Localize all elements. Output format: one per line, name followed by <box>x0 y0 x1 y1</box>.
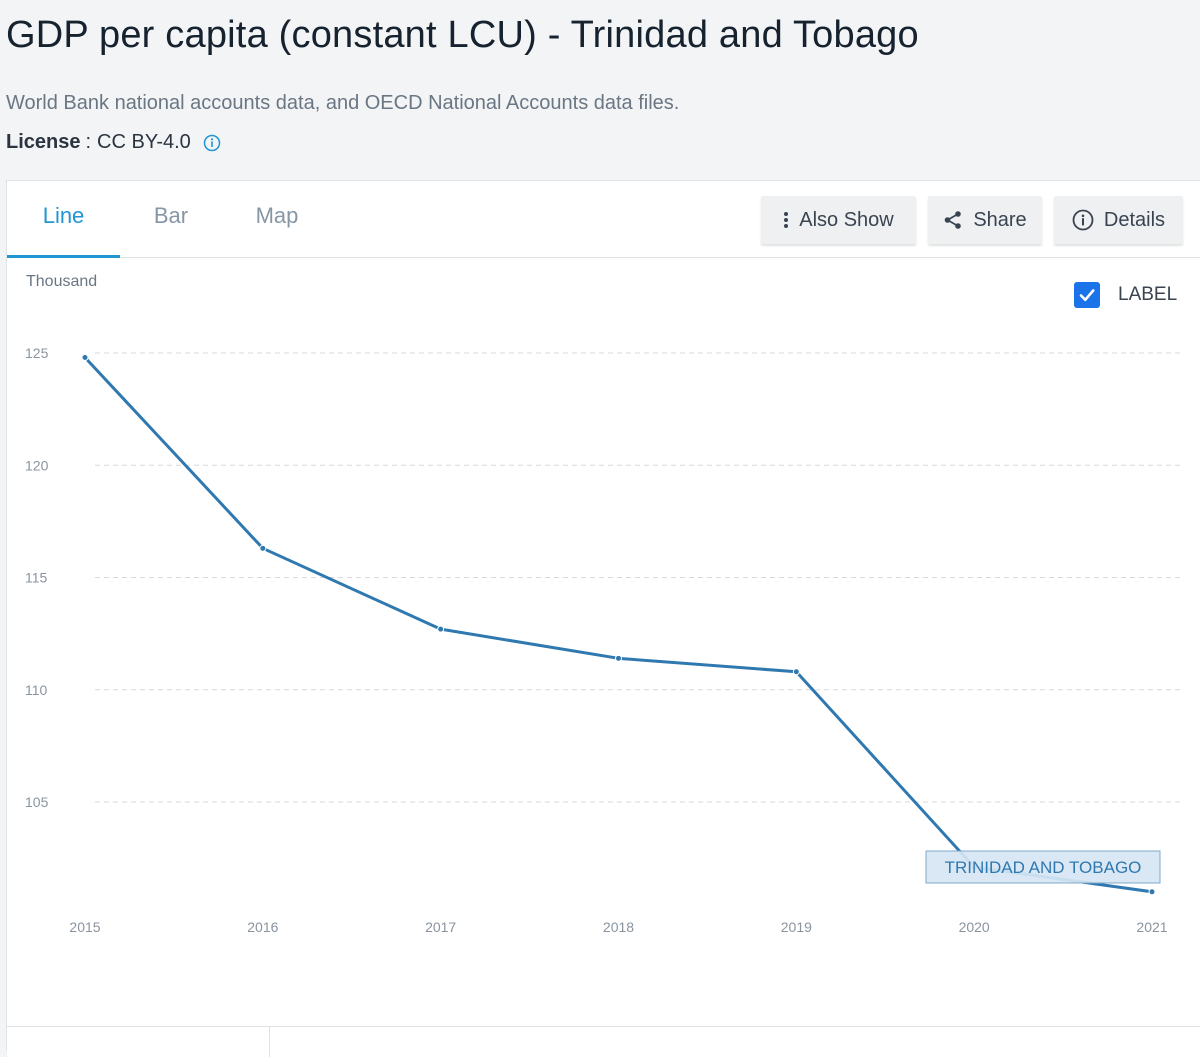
data-point <box>792 668 800 676</box>
y-tick-label: 110 <box>25 682 48 698</box>
tab-bar[interactable]: Bar <box>153 203 189 228</box>
data-point <box>81 353 89 361</box>
x-tick-label: 2015 <box>69 919 100 935</box>
check-icon <box>1079 289 1095 302</box>
y-tick-layer: 105 110 115 120 125 <box>25 345 49 810</box>
label-checkbox[interactable] <box>1074 282 1100 308</box>
series-line <box>83 356 1153 894</box>
y-tick-label: 115 <box>25 570 48 586</box>
data-point <box>1148 888 1156 896</box>
y-tick-label: 105 <box>25 794 49 810</box>
x-tick-label: 2016 <box>247 919 278 935</box>
license-separator: : <box>85 131 92 153</box>
bottom-strip <box>7 1026 1200 1057</box>
y-tick-label: 125 <box>25 345 49 361</box>
y-tick-label: 120 <box>25 457 49 473</box>
series-label-box <box>925 850 1161 884</box>
license-line: License : CC BY-4.0 <box>6 131 221 154</box>
x-tick-label: 2018 <box>603 919 634 935</box>
share-button[interactable]: Share <box>928 196 1042 244</box>
grid-layer <box>95 352 1183 803</box>
also-show-label: Also Show <box>799 208 894 231</box>
page-title: GDP per capita (constant LCU) - Trinidad… <box>6 14 919 56</box>
series-label-layer: TRINIDAD AND TOBAGO <box>925 850 1161 884</box>
tab-line[interactable]: Line <box>7 181 120 258</box>
vertical-dots-icon <box>783 211 789 229</box>
chart-card: Line Bar Map Also Show <box>6 180 1200 1057</box>
data-point <box>615 654 622 662</box>
x-tick-label: 2021 <box>1136 919 1167 935</box>
y-unit-label: Thousand <box>26 273 98 290</box>
source-note: World Bank national accounts data, and O… <box>6 92 680 114</box>
x-tick-label: 2019 <box>781 919 812 935</box>
series-label-text: TRINIDAD AND TOBAGO <box>945 858 1142 877</box>
tabs-bar: Line Bar Map Also Show <box>7 181 1200 258</box>
license-value: CC BY-4.0 <box>97 131 191 153</box>
data-point <box>437 625 445 633</box>
label-toggle[interactable]: LABEL <box>1074 282 1177 308</box>
info-circle-icon <box>1072 209 1094 231</box>
share-icon <box>943 210 963 230</box>
also-show-button[interactable]: Also Show <box>761 196 916 244</box>
share-label: Share <box>973 208 1027 231</box>
details-button[interactable]: Details <box>1054 196 1183 244</box>
x-tick-layer: 2015 2016 2017 2018 2019 2020 2021 <box>69 919 1167 935</box>
data-point <box>259 544 267 552</box>
x-tick-label: 2020 <box>959 919 990 935</box>
info-icon[interactable] <box>203 134 221 152</box>
label-toggle-text: LABEL <box>1118 284 1178 305</box>
bottom-divider <box>269 1027 270 1057</box>
tab-map[interactable]: Map <box>255 203 299 228</box>
x-tick-label: 2017 <box>425 919 456 935</box>
series-layer <box>81 353 1156 896</box>
line-chart: 105 110 115 120 125 2015 2016 2017 2018 2019 2020… <box>25 345 1183 935</box>
details-label: Details <box>1103 208 1166 231</box>
license-label: License <box>6 131 81 153</box>
